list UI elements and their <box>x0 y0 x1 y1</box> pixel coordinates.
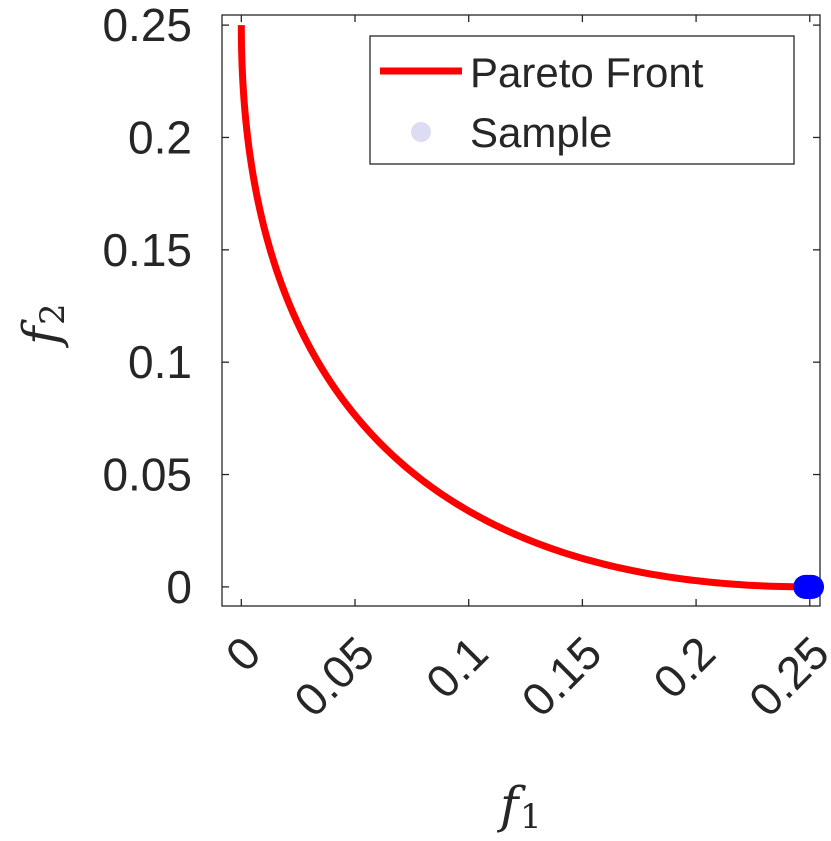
legend-box <box>369 35 795 165</box>
x-tick-label: 0.25 <box>739 626 831 726</box>
x-tick-label: 0.05 <box>284 626 384 726</box>
x-tick-label: 0.1 <box>416 626 498 708</box>
legend: Pareto Front Sample <box>369 35 795 165</box>
series-group <box>237 25 825 599</box>
y-tick-label: 0.15 <box>102 224 192 276</box>
x-tick-label: 0.15 <box>511 626 611 726</box>
pareto-front-line <box>237 25 810 591</box>
y-tick-label: 0.05 <box>102 449 192 501</box>
legend-marker-sample <box>411 122 431 142</box>
sample-point <box>800 574 825 599</box>
y-tick-label: 0 <box>166 561 192 613</box>
y-axis-label-sub: 2 <box>33 303 73 325</box>
y-tick-label: 0.2 <box>128 111 192 163</box>
x-tick-label: 0.2 <box>643 626 725 708</box>
x-tick-label: 0 <box>216 626 271 681</box>
plot-frame <box>221 14 821 607</box>
legend-label-sample: Sample <box>470 109 612 156</box>
legend-label-pareto: Pareto Front <box>470 49 704 96</box>
y-tick-label: 0.1 <box>128 336 192 388</box>
y-tick-label: 0.25 <box>102 0 192 51</box>
x-axis-label-sub: 1 <box>520 797 542 836</box>
